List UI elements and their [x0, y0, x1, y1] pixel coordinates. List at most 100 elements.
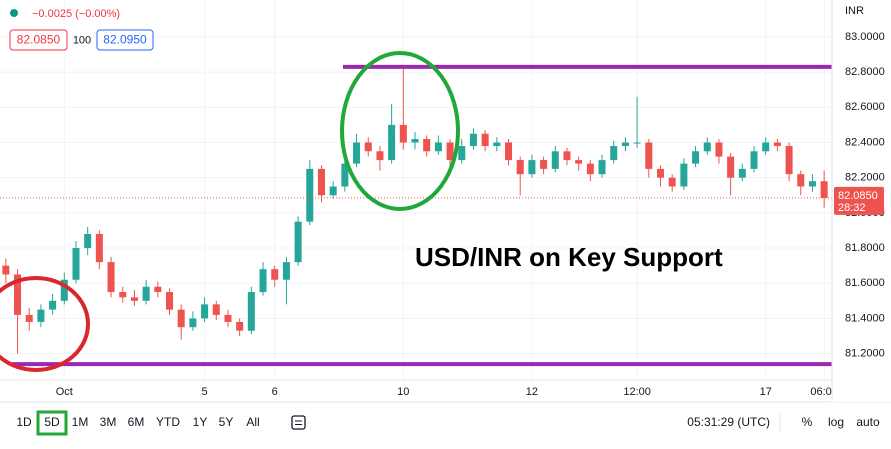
- candle-body: [469, 133, 477, 147]
- y-tick-label: 81.6000: [845, 277, 885, 289]
- sell-box[interactable]: [9, 29, 68, 51]
- range-button[interactable]: 6M: [128, 415, 145, 429]
- x-tick-label: 12: [526, 386, 538, 398]
- auto-toggle[interactable]: auto: [856, 415, 880, 429]
- candle-body: [586, 163, 594, 175]
- candle-body: [423, 138, 431, 152]
- candle-body: [2, 265, 10, 275]
- candle-body: [259, 269, 267, 293]
- annotation: USD/INR on Key Support: [415, 242, 723, 272]
- candle-body: [282, 262, 290, 280]
- y-tick-label: 83.0000: [845, 31, 885, 43]
- candle-body: [692, 151, 700, 164]
- range-button[interactable]: 5Y: [219, 415, 234, 429]
- status-dot: [10, 9, 18, 17]
- highlight-circle: [0, 276, 90, 372]
- x-tick-label: 10: [397, 386, 409, 398]
- candle-body: [551, 151, 559, 169]
- candle-body: [364, 142, 372, 152]
- candle-body: [399, 124, 407, 143]
- range-button[interactable]: 1M: [72, 415, 89, 429]
- candle-body: [306, 168, 314, 222]
- candle-body: [820, 181, 828, 198]
- candle-body: [341, 163, 349, 187]
- range-button[interactable]: 3M: [100, 415, 117, 429]
- candle-body: [224, 314, 232, 322]
- range-button[interactable]: All: [246, 415, 259, 429]
- percent-toggle[interactable]: %: [802, 415, 813, 429]
- candle-body: [715, 142, 723, 157]
- currency-unit: INR: [845, 5, 864, 17]
- x-tick-label: Oct: [56, 386, 73, 398]
- candle-body: [750, 151, 758, 169]
- candle-body: [762, 142, 770, 152]
- candle-body: [785, 146, 793, 175]
- candle-body: [797, 174, 805, 187]
- candle-body: [84, 233, 92, 249]
- candle-body: [119, 292, 127, 298]
- range-button[interactable]: 5D: [44, 415, 60, 429]
- log-toggle[interactable]: log: [828, 415, 844, 429]
- candle-body: [329, 186, 337, 196]
- candle-body: [142, 286, 150, 301]
- candle-body: [575, 160, 583, 164]
- date-range-icon[interactable]: [291, 415, 306, 430]
- candle-body: [610, 146, 618, 161]
- spread: 100: [73, 34, 91, 46]
- range-button[interactable]: 1Y: [193, 415, 208, 429]
- range-button[interactable]: 1D: [16, 415, 32, 429]
- toolbar: 05:31:29 (UTC) % log auto 1D 5D 1M 3M 6M YTD 1…: [16, 385, 880, 436]
- candle-body: [493, 142, 501, 147]
- x-tick-label: 6: [272, 386, 278, 398]
- candle-body: [388, 124, 396, 161]
- candle-body: [505, 142, 513, 161]
- y-tick-label: 82.2000: [845, 172, 885, 184]
- candle-body: [446, 142, 454, 161]
- candle-body: [49, 300, 57, 310]
- candle-body: [37, 309, 45, 322]
- y-tick-label: 81.2000: [845, 348, 885, 360]
- candle-body: [434, 142, 442, 152]
- candle-body: [154, 286, 162, 293]
- candle-body: [703, 142, 711, 152]
- candle-body: [727, 156, 735, 178]
- y-tick-label: 81.8000: [845, 242, 885, 254]
- candle-body: [376, 151, 384, 161]
- candle-body: [808, 181, 816, 187]
- buy-price: 82.0950: [103, 33, 147, 47]
- candle-body: [201, 304, 209, 319]
- candle-body: [166, 292, 174, 310]
- buy-box[interactable]: [96, 29, 154, 51]
- candle-body: [271, 269, 279, 280]
- candle-body: [189, 318, 197, 328]
- range-button[interactable]: YTD: [156, 415, 180, 429]
- candle-body: [14, 274, 22, 315]
- grid: [0, 0, 832, 380]
- candle-body: [645, 142, 653, 169]
- candle-body: [317, 168, 325, 196]
- candle-body: [294, 221, 302, 263]
- candle-body: [236, 321, 244, 331]
- price-change: −0.0025 (−0.00%): [32, 8, 120, 20]
- candle-body: [130, 297, 138, 301]
- candle-body: [25, 314, 33, 322]
- x-tick-label: 12:00: [623, 386, 651, 398]
- candle-body: [458, 146, 466, 161]
- candle-body: [773, 142, 781, 147]
- candle-body: [95, 233, 103, 263]
- candle-body: [528, 160, 536, 175]
- candle-body: [212, 304, 220, 315]
- candle-body: [177, 309, 185, 328]
- candle-body: [540, 160, 548, 169]
- x-tick-label: 17: [760, 386, 772, 398]
- candle-body: [633, 142, 641, 144]
- candle-body: [563, 151, 571, 161]
- selected-range: [36, 410, 68, 436]
- candle-body: [516, 160, 524, 175]
- candle-body: [411, 138, 419, 143]
- icon-frame: [291, 415, 306, 430]
- sell-price: 82.0850: [17, 33, 61, 47]
